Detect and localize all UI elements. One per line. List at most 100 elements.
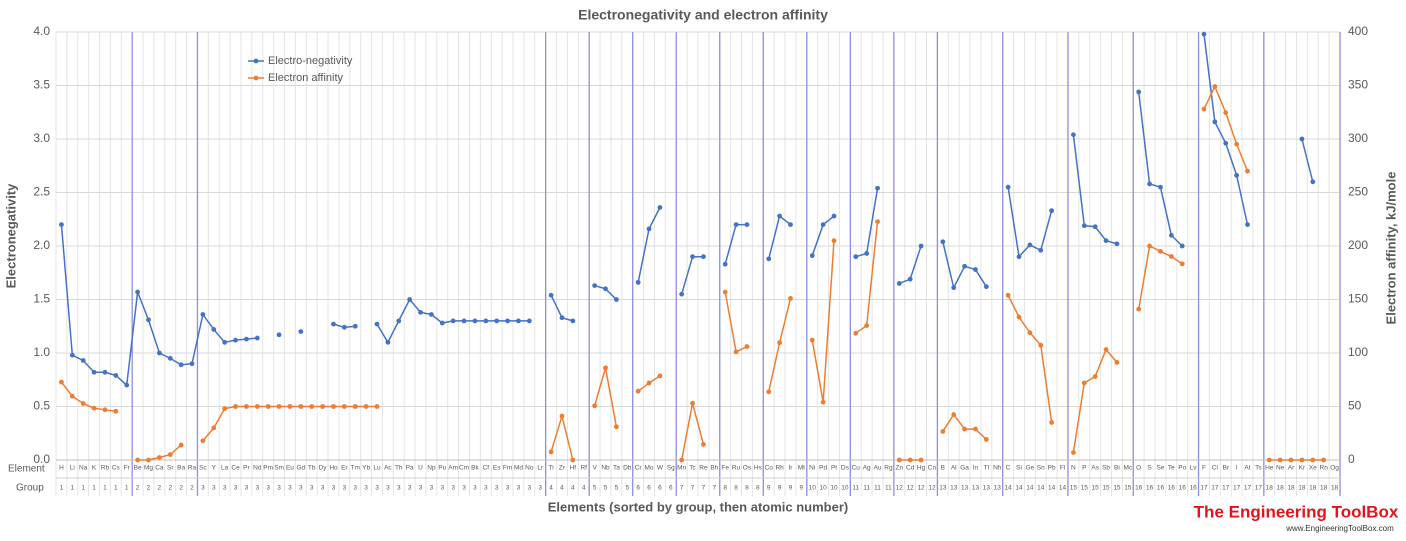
group-label: 16 — [1179, 485, 1187, 492]
x-tick-label: Eu — [286, 465, 294, 472]
x-tick-label: Na — [79, 465, 88, 472]
x-tick-label: Nh — [993, 465, 1002, 472]
group-label: 11 — [885, 485, 892, 492]
x-tick-label: Tl — [984, 465, 990, 472]
group-label: 7 — [702, 485, 706, 492]
group-label: 3 — [419, 485, 423, 492]
group-label: 9 — [767, 485, 771, 492]
group-label: 18 — [1277, 485, 1285, 492]
x-tick-label: Ru — [732, 465, 741, 472]
y-tick-label: 1.5 — [33, 292, 50, 306]
group-label: 11 — [874, 485, 881, 492]
y2-tick-label: 400 — [1348, 24, 1368, 38]
x-tick-label: Mn — [677, 465, 686, 472]
group-label: 17 — [1255, 485, 1263, 492]
x-tick-label: Ba — [177, 465, 185, 472]
group-label: 15 — [1102, 485, 1110, 492]
x-tick-label: Cs — [112, 465, 121, 472]
x-tick-label: Lv — [1190, 465, 1198, 472]
group-label: 5 — [604, 485, 608, 492]
group-label: 14 — [1026, 485, 1034, 492]
x-tick-label: Ti — [549, 465, 554, 472]
group-label: 12 — [917, 485, 925, 492]
group-label: 1 — [92, 485, 96, 492]
data-point — [178, 362, 184, 368]
data-point — [1114, 360, 1120, 365]
data-point — [135, 457, 141, 463]
data-point — [875, 185, 880, 191]
y-tick-label: 2.0 — [33, 238, 50, 252]
group-label: 11 — [863, 485, 870, 492]
y-axis-title: Electronegativity — [3, 183, 18, 289]
group-label: 13 — [972, 485, 980, 492]
group-label: 15 — [1081, 485, 1089, 492]
data-point — [1212, 84, 1218, 89]
data-point — [1310, 179, 1316, 185]
data-point — [701, 442, 706, 447]
data-point — [331, 321, 336, 327]
data-point — [320, 404, 325, 409]
data-point — [1114, 241, 1120, 247]
data-point — [962, 263, 967, 269]
x-tick-label: Gd — [296, 465, 305, 472]
data-point — [298, 329, 304, 334]
y-tick-label: 3.5 — [33, 78, 50, 92]
data-point — [603, 365, 608, 371]
data-point — [102, 369, 108, 375]
data-point — [722, 261, 728, 267]
x-tick-label: Ce — [231, 465, 240, 472]
y-tick-label: 0.0 — [33, 452, 50, 466]
data-point — [733, 349, 739, 355]
data-point — [69, 393, 75, 399]
data-point — [603, 286, 608, 292]
group-label: 4 — [549, 485, 553, 492]
data-point — [374, 321, 380, 327]
data-point — [1321, 457, 1327, 463]
data-point — [233, 337, 238, 343]
group-label: 17 — [1244, 485, 1252, 492]
group-label: 14 — [1015, 485, 1023, 492]
data-point — [396, 318, 402, 324]
group-label: 4 — [560, 485, 564, 492]
group-label: 16 — [1189, 485, 1197, 492]
x-tick-label: Y — [212, 465, 217, 472]
group-label: 1 — [71, 485, 75, 492]
y2-tick-label: 150 — [1348, 292, 1368, 306]
group-label: 18 — [1266, 485, 1274, 492]
data-point — [1136, 306, 1142, 312]
group-label: 5 — [625, 485, 629, 492]
data-point — [461, 318, 467, 324]
x-tick-label: N — [1071, 465, 1076, 472]
data-point — [200, 312, 206, 317]
data-point — [1201, 106, 1207, 112]
data-point — [1136, 89, 1142, 95]
group-label: 3 — [266, 485, 270, 492]
data-point — [526, 318, 532, 324]
x-tick-label: Te — [1168, 465, 1175, 472]
x-tick-label: Es — [493, 465, 501, 472]
data-point — [864, 323, 870, 329]
y2-tick-label: 300 — [1348, 131, 1368, 145]
data-point — [200, 438, 206, 444]
data-point — [907, 276, 913, 282]
legend-label: Electro-negativity — [268, 55, 353, 67]
x-tick-label: Bi — [1114, 465, 1120, 472]
group-label: 3 — [234, 485, 238, 492]
data-point — [853, 330, 859, 336]
data-point — [222, 339, 228, 345]
x-tick-label: Nb — [601, 465, 610, 472]
group-label: 15 — [1070, 485, 1078, 492]
x-tick-label: Pb — [1048, 465, 1056, 472]
x-tick-label: Pt — [831, 465, 837, 472]
x-tick-label: W — [657, 465, 664, 472]
x-tick-label: Sg — [667, 465, 675, 472]
group-label: 10 — [841, 485, 849, 492]
x-tick-label: Ir — [788, 465, 793, 472]
x-tick-label: Og — [1330, 465, 1339, 472]
x-tick-label: C — [1006, 465, 1011, 472]
group-label: 10 — [809, 485, 817, 492]
data-point — [113, 373, 119, 378]
data-point — [1005, 184, 1011, 190]
x-tick-label: Cf — [483, 465, 490, 472]
x-tick-label: Sb — [1102, 465, 1110, 472]
